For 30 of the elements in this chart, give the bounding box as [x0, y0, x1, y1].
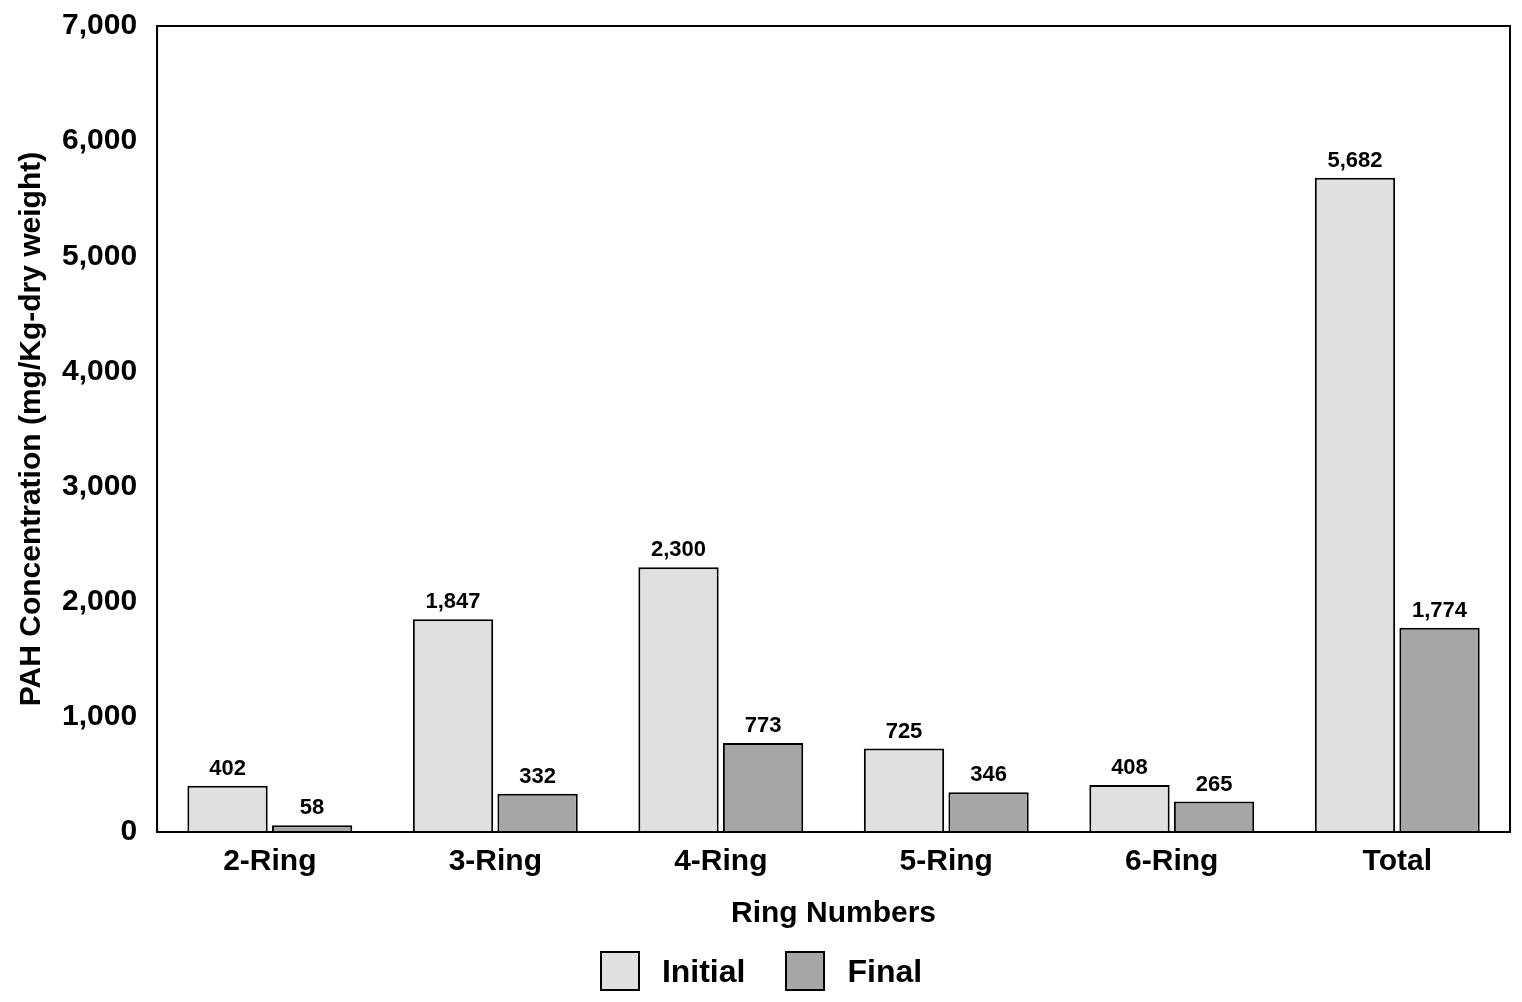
data-label: 402 — [209, 754, 246, 780]
y-tick-label: 0 — [120, 813, 138, 847]
data-label: 1,774 — [1412, 596, 1468, 622]
data-label: 265 — [1195, 770, 1233, 796]
data-label: 5,682 — [1327, 146, 1383, 172]
data-label: 725 — [885, 717, 923, 743]
y-tick-label: 4,000 — [62, 352, 138, 386]
legend-label: Final — [847, 952, 923, 990]
y-tick-label: 2,000 — [62, 582, 138, 616]
x-tick-label: 6-Ring — [1125, 843, 1219, 877]
data-label: 58 — [299, 794, 325, 820]
data-label: 332 — [519, 762, 556, 788]
data-label: 1,847 — [425, 588, 481, 614]
y-tick-label: 3,000 — [62, 467, 138, 501]
data-label: 346 — [970, 761, 1007, 787]
x-tick-label: 2-Ring — [223, 843, 317, 877]
y-axis-title: PAH Concentration (mg/Kg-dry weight) — [13, 151, 47, 707]
y-tick-label: 6,000 — [62, 122, 138, 156]
y-tick-label: 5,000 — [62, 237, 138, 271]
y-tick-label: 1,000 — [62, 698, 138, 732]
x-tick-label: 4-Ring — [674, 843, 768, 877]
x-tick-label: 3-Ring — [448, 843, 542, 877]
data-label: 773 — [744, 712, 782, 738]
data-label: 2,300 — [650, 536, 707, 562]
x-axis-title: Ring Numbers — [731, 895, 937, 929]
data-label: 408 — [1111, 754, 1148, 780]
x-tick-label: Total — [1362, 843, 1432, 877]
x-tick-label: 5-Ring — [899, 843, 993, 877]
y-tick-label: 7,000 — [62, 7, 138, 41]
legend-label: Initial — [661, 952, 746, 990]
